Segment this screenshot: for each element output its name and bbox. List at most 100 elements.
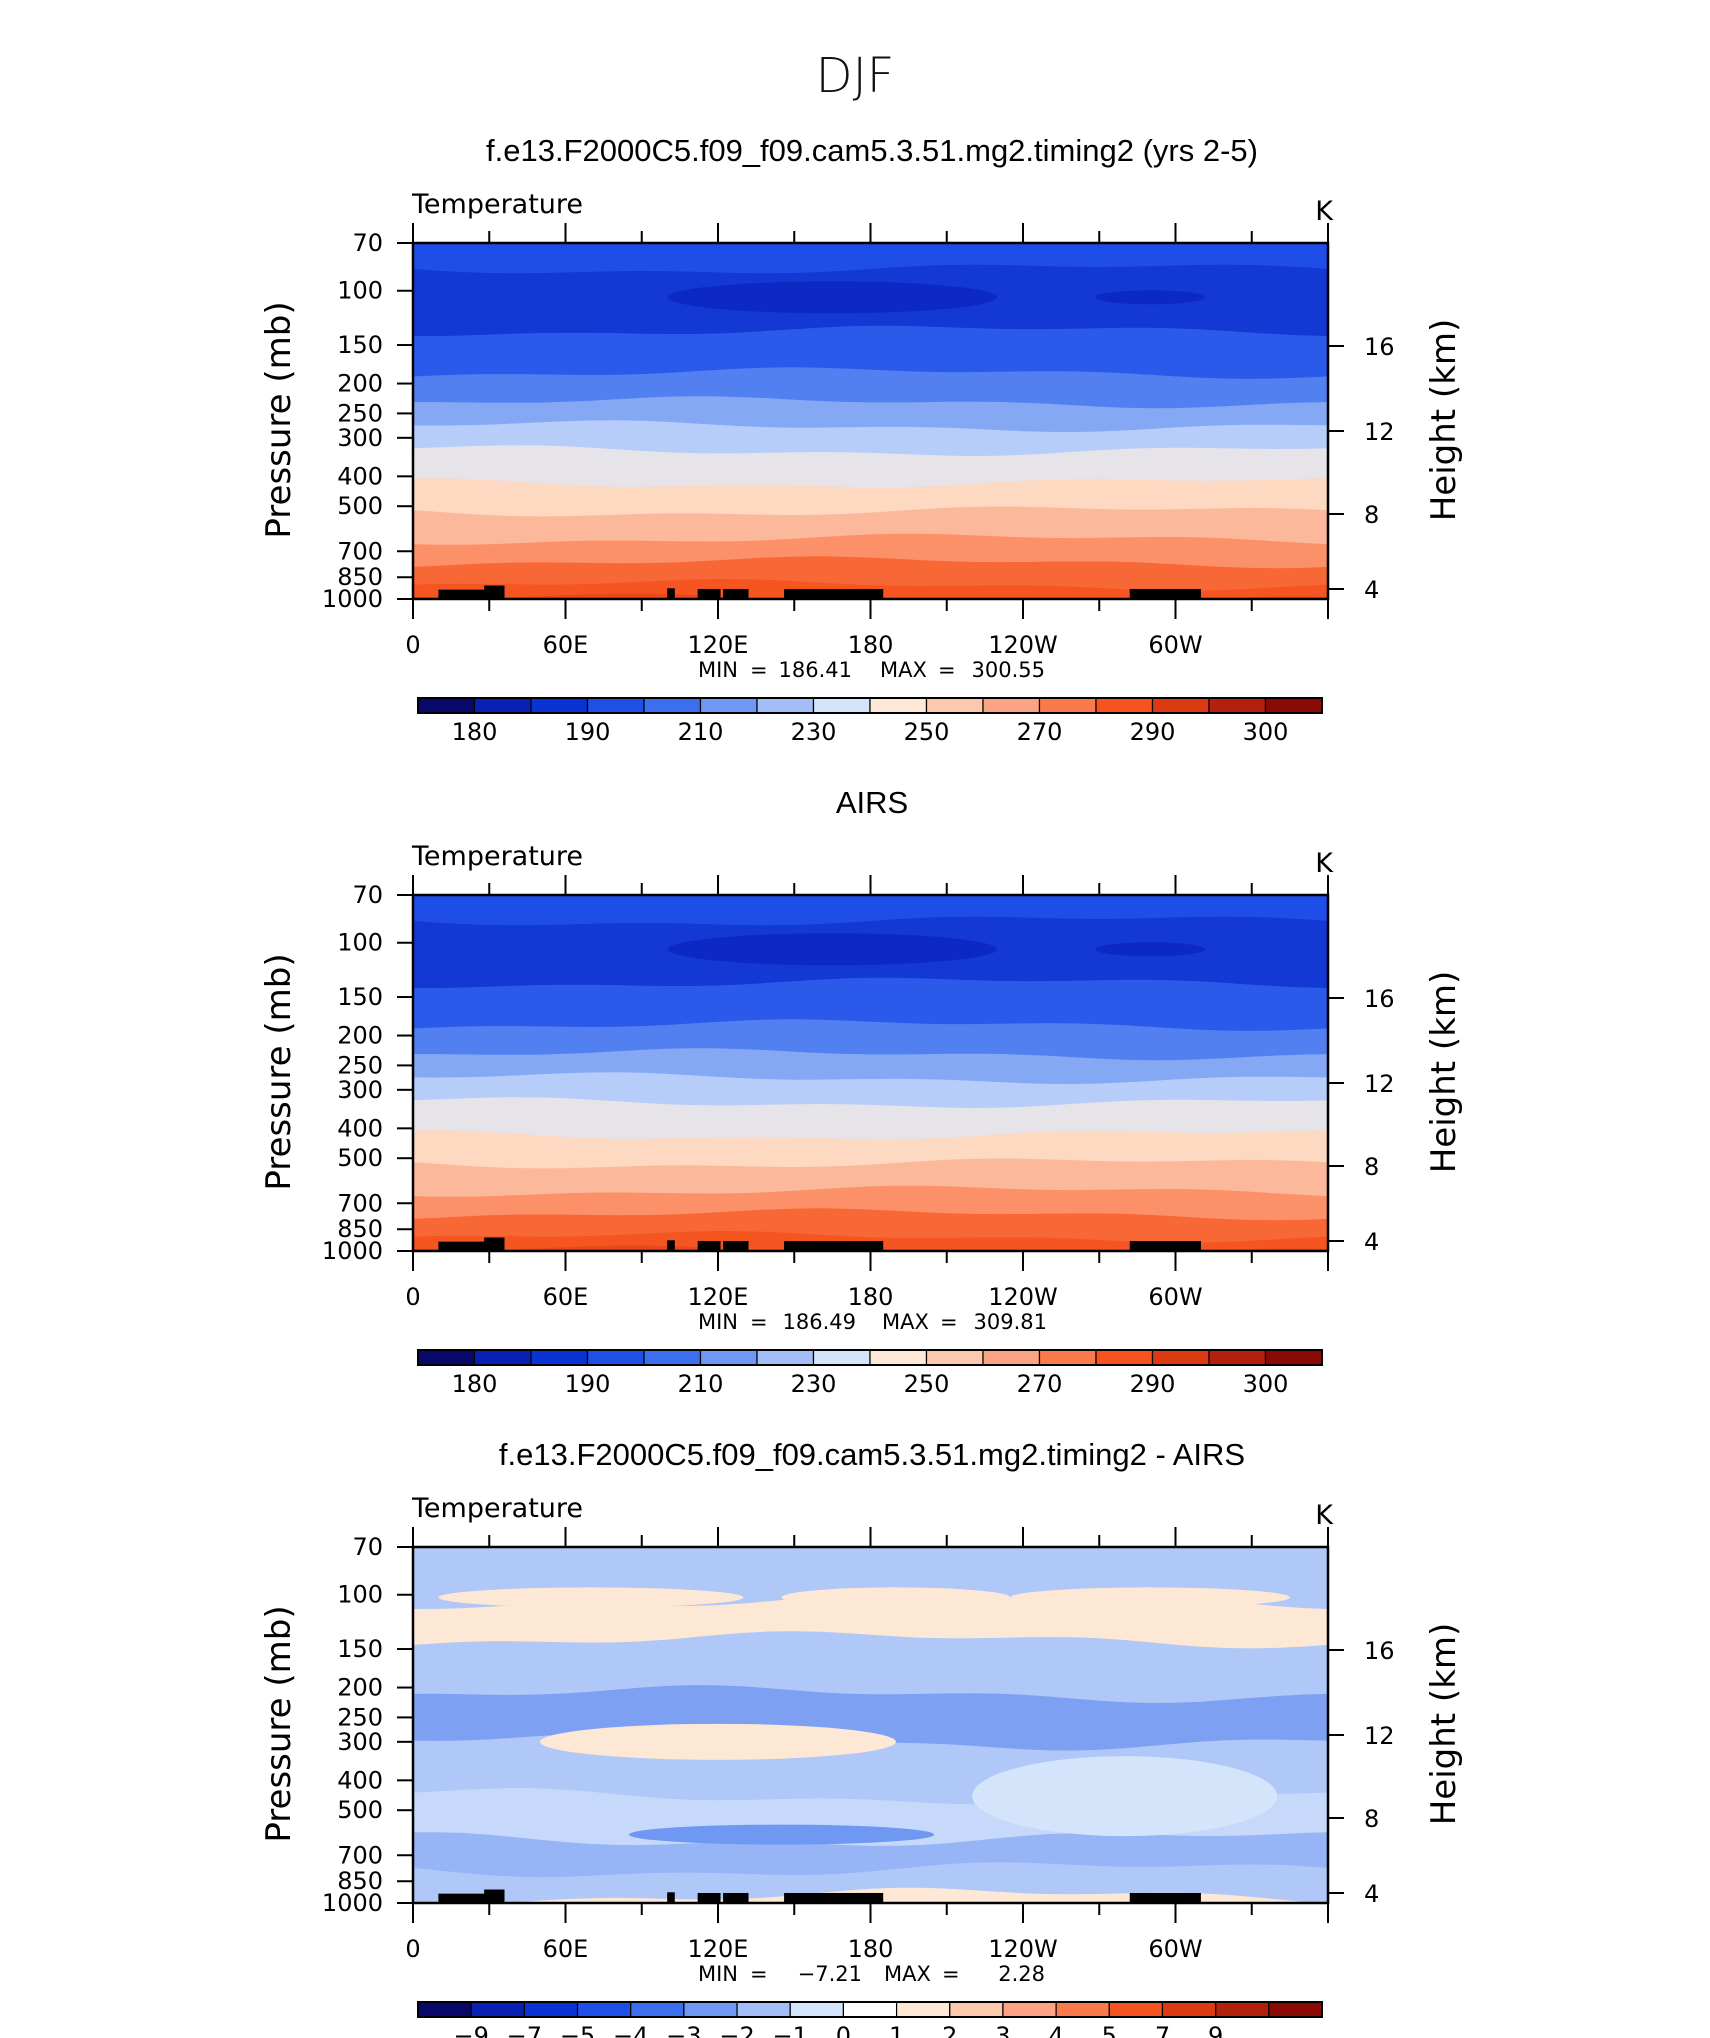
colorbar-frame	[417, 1349, 1323, 1366]
y2-tick-label: 16	[1364, 985, 1395, 1013]
y-tick-label: 300	[337, 1076, 383, 1104]
y-tick-label: 70	[352, 881, 383, 909]
colorbar-label: −1	[773, 2022, 808, 2038]
y-tick-label: 70	[352, 229, 383, 257]
colorbar-swatch	[869, 1349, 928, 1366]
topography	[1129, 1892, 1201, 1903]
y-tick-label: 250	[337, 1051, 383, 1079]
colorbar-swatch	[982, 1349, 1041, 1366]
colorbar-swatch	[523, 2001, 579, 2018]
colorbar-swatch	[1002, 2001, 1057, 2018]
colorbar-swatch	[473, 1349, 532, 1366]
x-tick-label: 0	[405, 1935, 420, 1963]
colorbar-label: 5	[1102, 2022, 1117, 2038]
topography	[484, 1889, 505, 1903]
topography	[667, 1240, 675, 1251]
max-value: 2.28	[998, 1962, 1045, 1986]
y2-tick-label: 4	[1364, 576, 1379, 604]
y-tick-label: 150	[337, 1635, 383, 1663]
colorbar-label: −2	[719, 2022, 754, 2038]
y-tick-label: 500	[337, 1144, 383, 1172]
colorbar-swatch	[1208, 697, 1267, 714]
min-value: −7.21	[798, 1962, 862, 1986]
x-tick-label: 120W	[988, 631, 1058, 659]
colorbar-swatch	[842, 2001, 898, 2018]
colorbar-label: 300	[1243, 718, 1289, 746]
colorbar-label: 180	[452, 1370, 498, 1398]
colorbar-label: 300	[1243, 1370, 1289, 1398]
colorbar-swatch	[1215, 2001, 1270, 2018]
colorbar-swatch	[789, 2001, 845, 2018]
colorbar-label: 0	[836, 2022, 851, 2038]
topography	[697, 1892, 721, 1903]
colorbar-label: 180	[452, 718, 498, 746]
warm-streak	[438, 1587, 744, 1608]
contour-band	[413, 1245, 1328, 1251]
colorbar-label: 3	[995, 2022, 1010, 2038]
max-label: MAX	[880, 658, 927, 682]
light-patch	[972, 1756, 1278, 1837]
colorbar-swatch	[736, 2001, 791, 2018]
colorbar-label: 250	[904, 1370, 950, 1398]
colorbar-swatch	[586, 1349, 645, 1366]
colorbar-swatch	[699, 697, 758, 714]
y-tick-label: 200	[337, 370, 383, 398]
y-tick-label: 850	[337, 563, 383, 591]
y-tick-label: 700	[337, 1841, 383, 1869]
colorbar-swatch	[1095, 697, 1154, 714]
topography	[784, 588, 884, 599]
colorbar-swatch	[643, 1349, 702, 1366]
y-tick-label: 250	[337, 1703, 383, 1731]
colorbar-swatch	[1151, 697, 1210, 714]
colorbar-swatch	[1055, 2001, 1110, 2018]
min-label: MIN	[698, 658, 738, 682]
x-tick-label: 120E	[688, 1283, 749, 1311]
max-value: 309.81	[974, 1310, 1047, 1334]
y-tick-label: 200	[337, 1022, 383, 1050]
warm-streak	[781, 1587, 1011, 1608]
units-label: K	[1315, 1500, 1334, 1531]
x-tick-label: 120E	[688, 1935, 749, 1963]
units-label: K	[1315, 196, 1334, 227]
y-tick-label: 850	[337, 1867, 383, 1895]
y-tick-label: 700	[337, 1189, 383, 1217]
colorbar-swatch	[1268, 2001, 1323, 2018]
max-label: MAX	[884, 1962, 931, 1986]
colorbar-label: −9	[453, 2022, 488, 2038]
panel-model: f.e13.F2000C5.f09_f09.cam5.3.51.mg2.timi…	[259, 133, 1464, 746]
y-tick-label: 400	[337, 1766, 383, 1794]
topography	[438, 589, 490, 599]
y-tick-label: 1000	[322, 585, 383, 613]
equals-sign: =	[938, 658, 956, 682]
y-tick-label: 100	[337, 929, 383, 957]
x-tick-label: 60W	[1148, 1283, 1202, 1311]
y-axis-label: Pressure (mb)	[259, 301, 299, 538]
contour-band	[413, 1862, 1328, 1903]
y2-tick-label: 8	[1364, 1805, 1379, 1833]
panel-diff: f.e13.F2000C5.f09_f09.cam5.3.51.mg2.timi…	[259, 1437, 1464, 2038]
cool-streak	[629, 1824, 935, 1845]
colorbar-label: 210	[678, 1370, 724, 1398]
colorbar-label: −3	[666, 2022, 701, 2038]
variable-label: Temperature	[411, 1493, 583, 1524]
colorbar-swatch	[576, 2001, 632, 2018]
y2-axis-label: Height (km)	[1424, 971, 1464, 1174]
colorbar-swatch	[530, 1349, 589, 1366]
panel-obs: AIRS Temperature K 0 60E 120E 180 120W 60W 70 1…	[259, 785, 1464, 1398]
colorbar-swatch	[1108, 2001, 1164, 2018]
colorbar-swatch	[1095, 1349, 1154, 1366]
topography	[667, 1892, 675, 1903]
colorbar-swatch	[812, 697, 871, 714]
warm-streak	[1010, 1587, 1290, 1608]
colorbar-swatch	[683, 2001, 738, 2018]
colorbar-swatch	[586, 697, 645, 714]
colorbar-frame	[417, 697, 1323, 714]
colorbar-swatch	[949, 2001, 1004, 2018]
units-label: K	[1315, 848, 1334, 879]
x-tick-label: 60E	[543, 1935, 589, 1963]
topography	[723, 1240, 749, 1251]
y-tick-label: 200	[337, 1674, 383, 1702]
y-tick-label: 700	[337, 537, 383, 565]
